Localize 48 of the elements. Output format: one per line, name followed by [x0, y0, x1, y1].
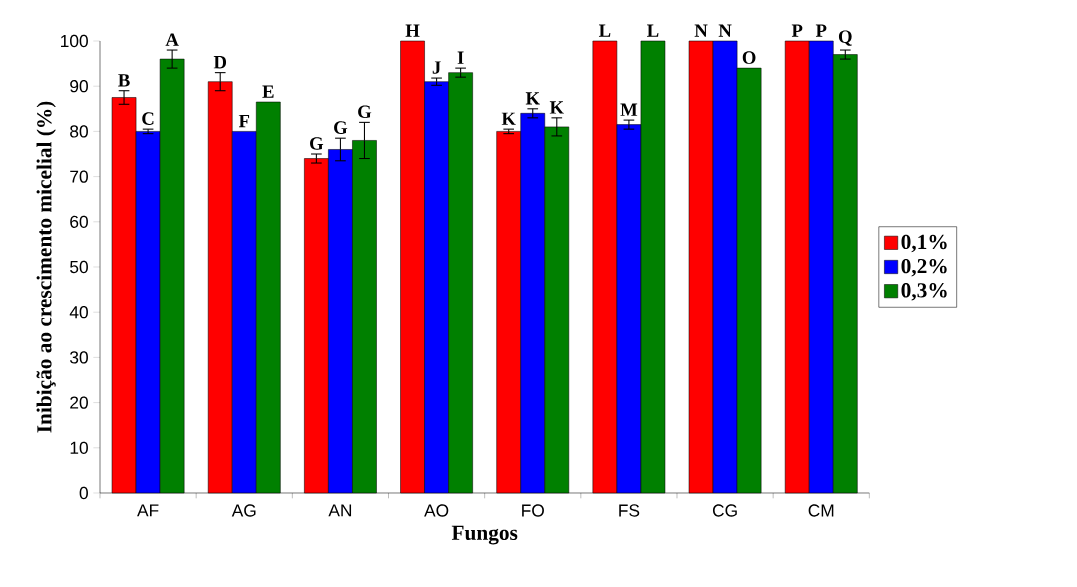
y-tick-label: 30	[70, 351, 88, 364]
y-tick-label: 40	[69, 306, 88, 319]
data-label: K	[501, 112, 516, 125]
x-tick-label: CM	[808, 504, 834, 517]
data-label: I	[457, 51, 464, 64]
y-tick-label: 90	[70, 80, 88, 93]
data-label: F	[238, 114, 250, 128]
data-label: P	[815, 24, 827, 37]
legend-label: 0,3%	[901, 283, 947, 301]
data-label: N	[718, 24, 732, 37]
x-tick-label: FS	[619, 504, 640, 517]
legend-label: 0,2%	[901, 258, 947, 277]
data-label: G	[310, 137, 324, 150]
data-label: K	[525, 92, 540, 105]
data-label: L	[598, 24, 611, 37]
x-tick-label: AO	[424, 504, 449, 517]
y-tick-label: 80	[70, 125, 88, 138]
y-tick-label: 20	[70, 396, 88, 409]
y-tick-label: 100	[61, 34, 88, 48]
data-label: G	[334, 121, 348, 134]
data-label: H	[405, 24, 420, 37]
legend-label: 0,1%	[901, 234, 947, 253]
x-tick-label: AF	[137, 504, 159, 517]
y-tick-label: 60	[70, 215, 88, 228]
data-label: Q	[838, 30, 852, 46]
x-axis-title: Fungos	[451, 525, 518, 545]
data-label: G	[358, 105, 372, 119]
data-label: B	[118, 74, 130, 87]
y-tick-label: 0	[79, 486, 88, 500]
x-tick-label: AG	[231, 504, 256, 517]
y-tick-label: 10	[70, 441, 88, 454]
data-label: O	[742, 51, 756, 64]
data-label: J	[432, 61, 441, 74]
data-label: K	[549, 101, 564, 114]
data-label: C	[142, 112, 154, 125]
data-label: N	[694, 24, 708, 37]
y-axis-title: Inibição ao crescimento micelial (%)	[36, 101, 56, 433]
data-label: E	[262, 85, 274, 98]
data-label: D	[213, 56, 227, 69]
y-tick-label: 70	[70, 170, 88, 183]
y-tick-label: 50	[70, 260, 88, 274]
data-label: L	[647, 24, 659, 37]
data-label: P	[791, 24, 803, 37]
x-tick-label: FO	[522, 504, 544, 517]
data-label: A	[165, 33, 179, 46]
x-tick-label: CG	[712, 504, 737, 517]
data-label: M	[620, 103, 638, 116]
x-tick-label: AN	[328, 504, 352, 517]
